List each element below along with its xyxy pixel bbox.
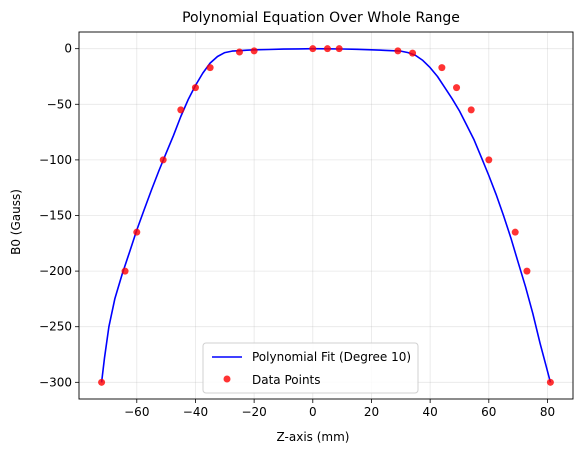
x-tick-label: 20 — [364, 405, 379, 419]
data-point — [546, 378, 554, 386]
data-point — [159, 156, 167, 164]
data-point — [323, 45, 331, 53]
legend-label-points: Data Points — [252, 373, 321, 387]
x-tick-label: −60 — [124, 405, 149, 419]
data-point — [438, 64, 446, 72]
y-axis-label: B0 (Gauss) — [9, 189, 23, 255]
x-tick-label: 40 — [422, 405, 437, 419]
data-point — [177, 106, 185, 114]
x-tick-label: 0 — [309, 405, 317, 419]
y-tick-label: −150 — [39, 209, 72, 223]
legend-marker-swatch — [223, 375, 231, 383]
fit-curve-group — [100, 47, 552, 383]
x-tick-label: −20 — [241, 405, 266, 419]
y-tick-label: 0 — [64, 42, 72, 56]
y-tick-label: −300 — [39, 375, 72, 389]
data-point — [206, 64, 214, 72]
x-tick-label: 60 — [481, 405, 496, 419]
x-axis-label: Z-axis (mm) — [277, 430, 350, 444]
y-tick-label: −250 — [39, 320, 72, 334]
data-point — [335, 45, 343, 53]
data-point — [309, 45, 317, 53]
data-point — [235, 48, 243, 56]
data-point — [453, 84, 461, 92]
data-point — [394, 47, 402, 55]
legend-box — [202, 342, 419, 394]
data-point — [133, 228, 141, 236]
data-point — [98, 378, 106, 386]
data-point — [485, 156, 493, 164]
data-point — [467, 106, 475, 114]
y-tick-label: −200 — [39, 264, 72, 278]
data-point — [250, 47, 258, 55]
legend-label-fit: Polynomial Fit (Degree 10) — [252, 350, 411, 364]
data-point — [191, 84, 199, 92]
data-point — [409, 49, 417, 57]
axis-ticks: −60 −40 −20 0 20 40 60 800−50−100−150−200−250−3… — [39, 42, 555, 419]
chart-title: Polynomial Equation Over Whole Range — [182, 10, 460, 26]
legend: Polynomial Fit (Degree 10) Data Points — [202, 342, 419, 394]
fit-curve-line — [100, 47, 552, 383]
y-tick-label: −50 — [47, 97, 72, 111]
data-point — [523, 267, 531, 275]
x-tick-label: 80 — [540, 405, 555, 419]
x-tick-label: −40 — [183, 405, 208, 419]
data-points-group — [98, 45, 554, 386]
y-tick-label: −100 — [39, 153, 72, 167]
data-point — [511, 228, 519, 236]
data-point — [121, 267, 129, 275]
